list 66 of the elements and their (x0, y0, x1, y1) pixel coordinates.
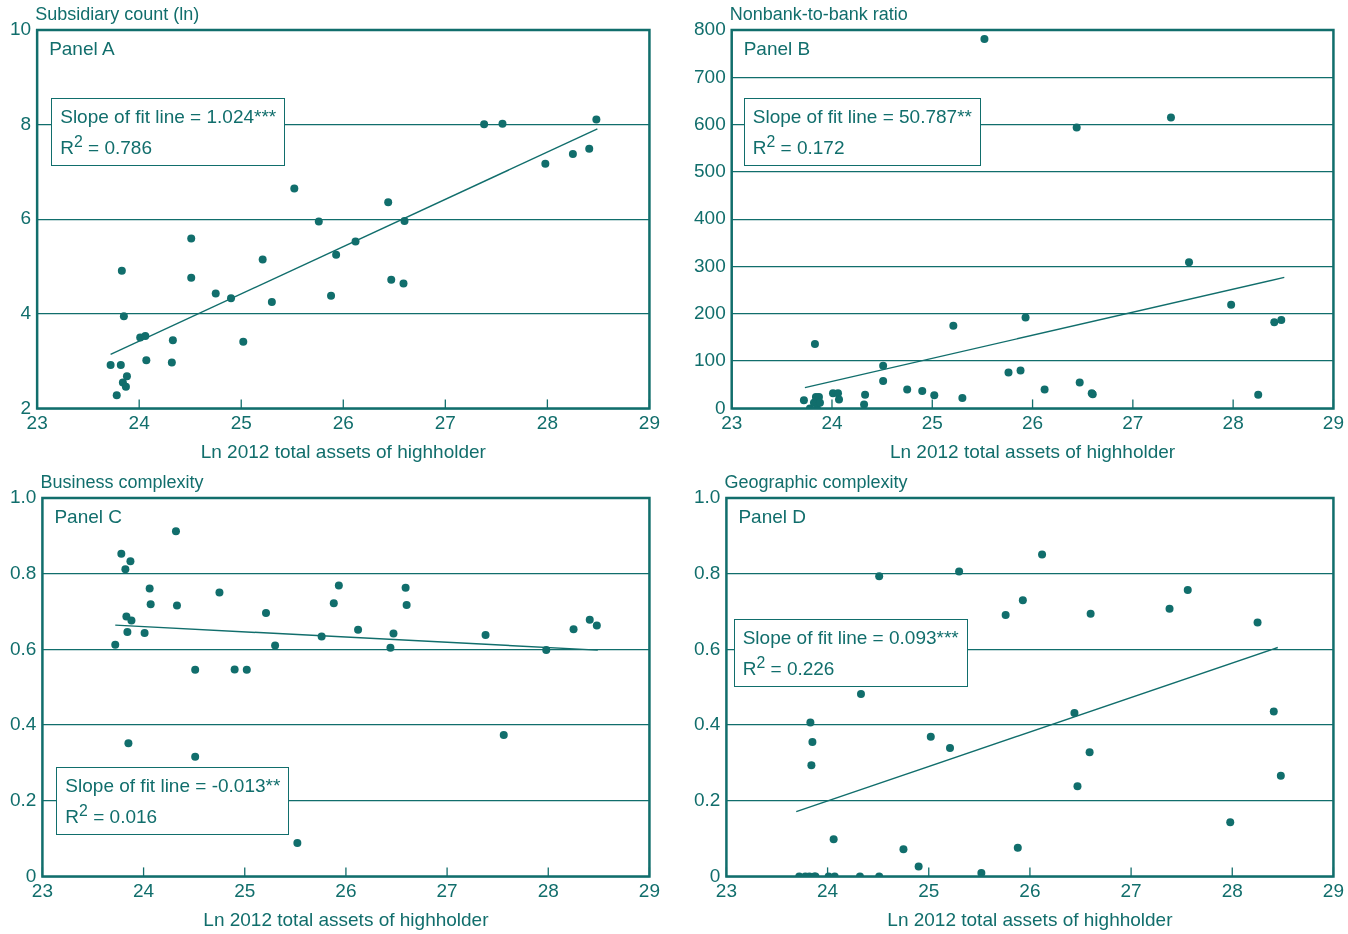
x-tick-label: 26 (332, 412, 354, 434)
annotation: Panel A (49, 37, 115, 61)
x-tick-label: 29 (638, 880, 660, 902)
annotation: R$^{2}$ = 0.226 (742, 653, 836, 682)
x-tick-label: 28 (536, 412, 558, 434)
x-axis-title: Ln 2012 total assets of highholder (200, 440, 487, 462)
x-tick-label: 28 (537, 880, 559, 902)
y-tick-label: 8 (20, 112, 32, 134)
x-tick-label: 26 (1022, 412, 1044, 434)
y-tick-label: 0.2 (9, 788, 37, 810)
x-tick-label: 24 (133, 880, 155, 902)
annotation: R$^{2}$ = 0.016 (65, 800, 159, 829)
y-tick-label: 10 (9, 18, 32, 40)
y-axis-title: Nonbank-to-bank ratio (729, 3, 908, 24)
y-tick-label: 800 (694, 18, 726, 40)
y-tick-label: 0.4 (693, 713, 721, 735)
y-tick-label: 600 (694, 112, 726, 134)
x-tick-label: 24 (128, 412, 151, 434)
annotation: Panel C (54, 505, 123, 529)
y-tick-label: 200 (694, 302, 726, 324)
y-axis-title: Business complexity (40, 471, 204, 492)
y-tick-label: 6 (20, 207, 32, 229)
x-tick-label: 25 (234, 880, 256, 902)
x-axis-title: Ln 2012 total assets of highholder (889, 440, 1176, 462)
y-axis-title: Geographic complexity (724, 471, 908, 492)
x-tick-label: 28 (1221, 880, 1243, 902)
y-tick-label: 0.6 (693, 637, 721, 659)
x-tick-label: 27 (436, 880, 458, 902)
y-tick-label: 1.0 (9, 486, 37, 508)
x-tick-label: 29 (1322, 412, 1344, 434)
annotation: Slope of fit line = 1.024*** (60, 105, 277, 130)
y-tick-label: 1.0 (693, 486, 721, 508)
y-tick-label: 0.6 (9, 637, 37, 659)
x-tick-label: 27 (1122, 412, 1144, 434)
x-tick-label: 25 (918, 880, 940, 902)
x-tick-label: 28 (1222, 412, 1244, 434)
y-tick-label: 0.8 (9, 561, 37, 583)
annotation: Slope of fit line = 0.093*** (742, 626, 959, 651)
annotation: Panel D (738, 505, 807, 529)
y-tick-label: 300 (694, 254, 726, 276)
x-tick-label: 29 (638, 412, 660, 434)
annotation: Slope of fit line = 50.787** (752, 105, 972, 130)
x-tick-label: 26 (335, 880, 357, 902)
x-tick-label: 26 (1019, 880, 1041, 902)
x-tick-label: 24 (817, 880, 839, 902)
annotation: R$^{2}$ = 0.172 (752, 132, 846, 161)
y-tick-label: 500 (694, 160, 726, 182)
y-tick-label: 0.8 (693, 561, 721, 583)
x-tick-label: 24 (821, 412, 843, 434)
y-tick-label: 0.4 (9, 713, 37, 735)
y-tick-label: 4 (20, 302, 32, 324)
x-tick-label: 27 (1120, 880, 1142, 902)
annotation: Slope of fit line = -0.013** (65, 773, 281, 798)
y-tick-label: 0.2 (693, 788, 721, 810)
x-axis-title: Ln 2012 total assets of highholder (887, 908, 1174, 930)
x-tick-label: 27 (434, 412, 456, 434)
y-tick-label: 700 (694, 65, 726, 87)
y-tick-label: 100 (694, 349, 726, 371)
y-axis-title: Subsidiary count (ln) (35, 3, 200, 24)
annotation: R$^{2}$ = 0.786 (60, 132, 153, 161)
x-tick-label: 29 (1322, 880, 1344, 902)
x-axis-title: Ln 2012 total assets of highholder (203, 908, 490, 930)
x-tick-label: 25 (230, 412, 252, 434)
x-tick-label: 25 (921, 412, 943, 434)
y-tick-label: 400 (694, 207, 726, 229)
annotation: Panel B (743, 37, 811, 61)
